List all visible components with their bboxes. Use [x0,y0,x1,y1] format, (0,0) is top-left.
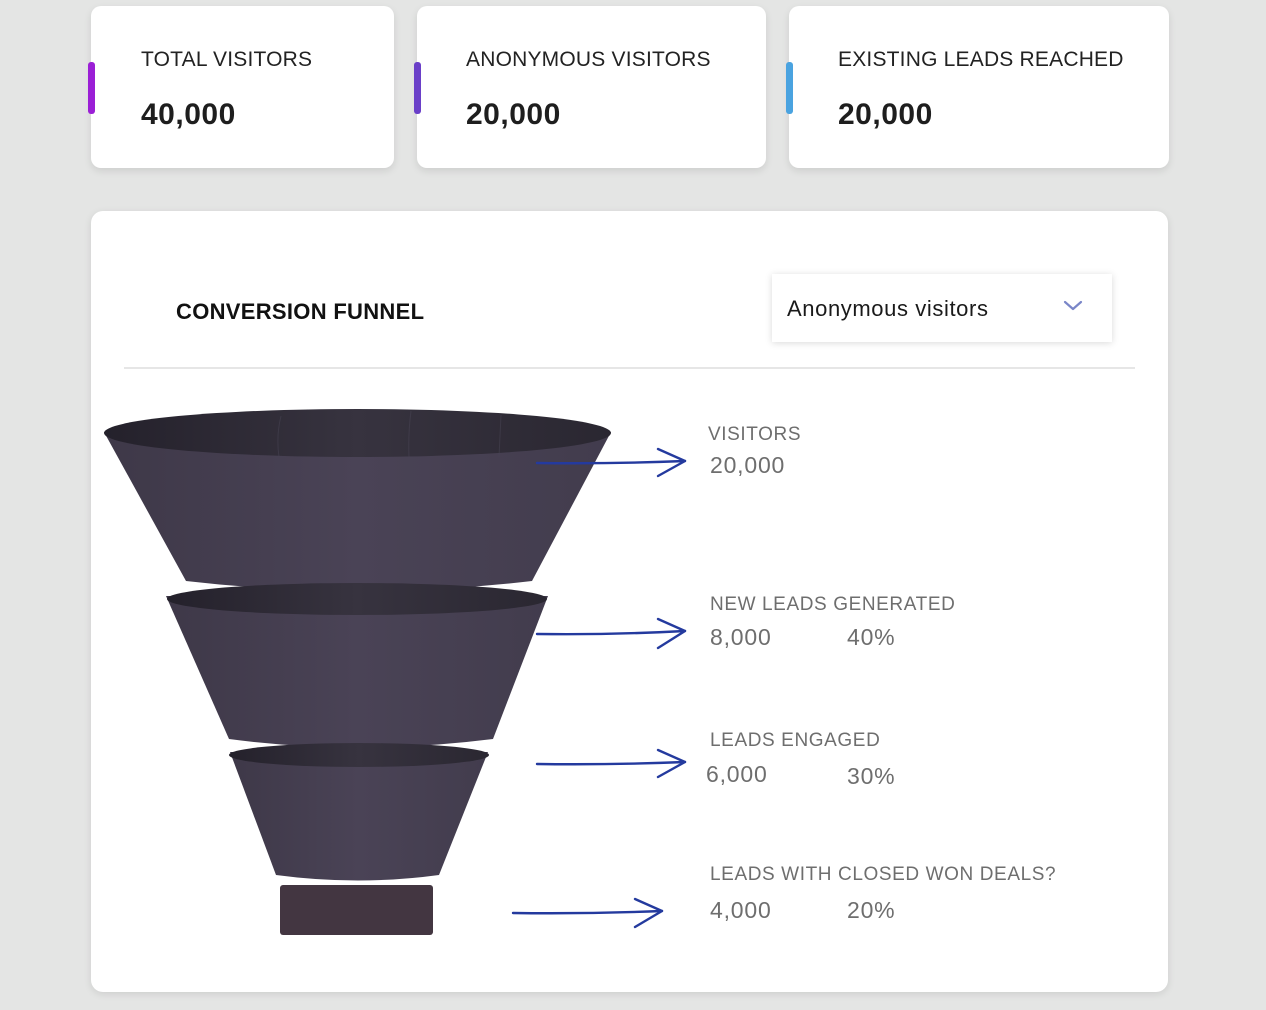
stage-value-visitors: 20,000 [710,452,786,478]
stat-label: EXISTING LEADS REACHED [838,48,1124,71]
accent-bar [414,62,421,114]
stat-label: TOTAL VISITORS [141,48,313,71]
stage-percent-new-leads: 40% [847,624,896,650]
funnel-segment-visitors [104,409,611,591]
accent-bar [88,62,95,114]
stage-value-new-leads: 8,000 [710,624,772,650]
stage-percent-closed-won: 20% [847,897,896,923]
stat-value: 20,000 [466,98,561,131]
funnel-graphic [104,409,687,935]
stage-label-new-leads: NEW LEADS GENERATED [710,594,956,615]
stat-card-existing-leads-reached: EXISTING LEADS REACHED 20,000 [786,6,1169,168]
funnel-segment-leads-engaged [229,743,489,881]
accent-bar [786,62,793,114]
funnel-filter-dropdown[interactable]: Anonymous visitors [772,274,1112,342]
funnel-segment-new-leads [166,583,548,748]
stage-label-leads-engaged: LEADS ENGAGED [710,730,881,751]
stat-card-anonymous-visitors: ANONYMOUS VISITORS 20,000 [414,6,766,168]
stage-percent-leads-engaged: 30% [847,763,896,789]
arrow-icon [535,447,687,478]
arrow-icon [535,617,687,650]
stat-value: 40,000 [141,98,236,131]
divider [124,367,1135,369]
stat-card-total-visitors: TOTAL VISITORS 40,000 [88,6,394,168]
dropdown-selected-value: Anonymous visitors [787,296,989,321]
stage-value-closed-won: 4,000 [710,897,772,923]
stat-value: 20,000 [838,98,933,131]
panel-title: CONVERSION FUNNEL [176,299,425,324]
conversion-funnel-panel: CONVERSION FUNNEL Anonymous visitors [91,211,1168,992]
funnel-segment-closed-won [280,885,433,935]
arrow-icon [511,897,664,929]
stage-value-leads-engaged: 6,000 [706,761,768,787]
stat-label: ANONYMOUS VISITORS [466,48,711,71]
chevron-down-icon[interactable] [1062,298,1084,314]
stage-label-closed-won: LEADS WITH CLOSED WON DEALS? [710,864,1057,885]
arrow-icon [535,748,687,779]
stage-label-visitors: VISITORS [708,424,802,445]
